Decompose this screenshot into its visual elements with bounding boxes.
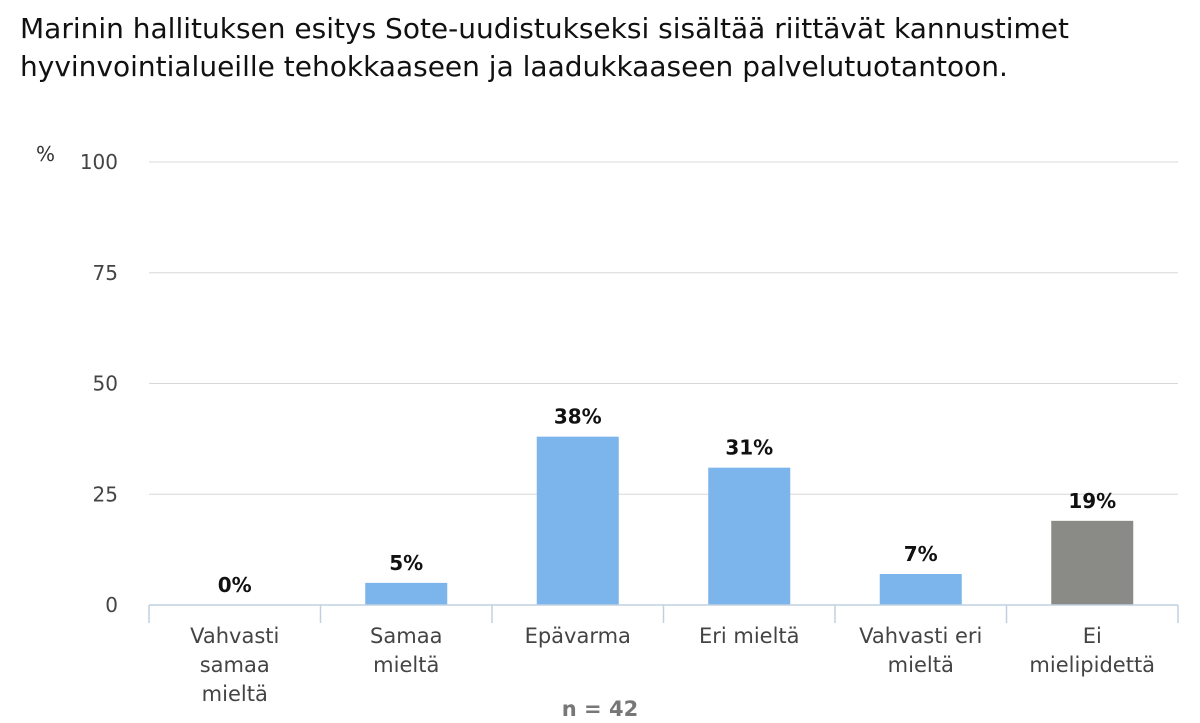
- bar: [365, 582, 448, 605]
- y-tick-label: 100: [80, 150, 118, 174]
- bars: [365, 436, 1134, 605]
- data-label: 7%: [904, 542, 938, 566]
- x-category-label: Eri mieltä: [699, 624, 800, 648]
- bar: [708, 467, 791, 605]
- x-category-label: Epävarma: [525, 624, 631, 648]
- x-category-label: Vahvasti eri: [859, 624, 982, 648]
- data-label: 0%: [218, 573, 252, 597]
- x-category-label: Samaa: [370, 624, 442, 648]
- x-category-label: mieltä: [888, 653, 954, 677]
- data-label: 38%: [554, 405, 602, 429]
- y-tick-label: 50: [93, 372, 118, 396]
- x-category-label: mieltä: [202, 682, 268, 706]
- y-tick-label: 75: [93, 261, 118, 285]
- x-category-label: mieltä: [373, 653, 439, 677]
- data-labels: 0% 5% 38% 31% 7% 19%: [218, 405, 1116, 597]
- sample-size-note: n = 42: [561, 697, 639, 721]
- data-label: 31%: [725, 436, 773, 460]
- y-axis-unit-label: %: [36, 142, 56, 166]
- y-tick-label: 0: [105, 593, 118, 617]
- bar: [879, 573, 962, 605]
- bar: [536, 436, 619, 605]
- data-label: 5%: [389, 551, 423, 575]
- chart-title: Marinin hallituksen esitys Sote-uudistuk…: [20, 12, 1069, 83]
- y-axis-ticks: 0 25 50 75 100: [80, 150, 118, 617]
- gridlines: [149, 161, 1178, 495]
- data-label: 19%: [1068, 489, 1116, 513]
- y-tick-label: 25: [93, 482, 118, 506]
- x-category-label: mielipidettä: [1029, 653, 1155, 677]
- x-category-label: Ei: [1083, 624, 1102, 648]
- x-category-label: samaa: [200, 653, 270, 677]
- x-category-label: Vahvasti: [190, 624, 279, 648]
- x-axis: Vahvasti samaa mieltä Samaa mieltä Epävarma Er…: [148, 604, 1179, 706]
- bar: [1051, 520, 1134, 605]
